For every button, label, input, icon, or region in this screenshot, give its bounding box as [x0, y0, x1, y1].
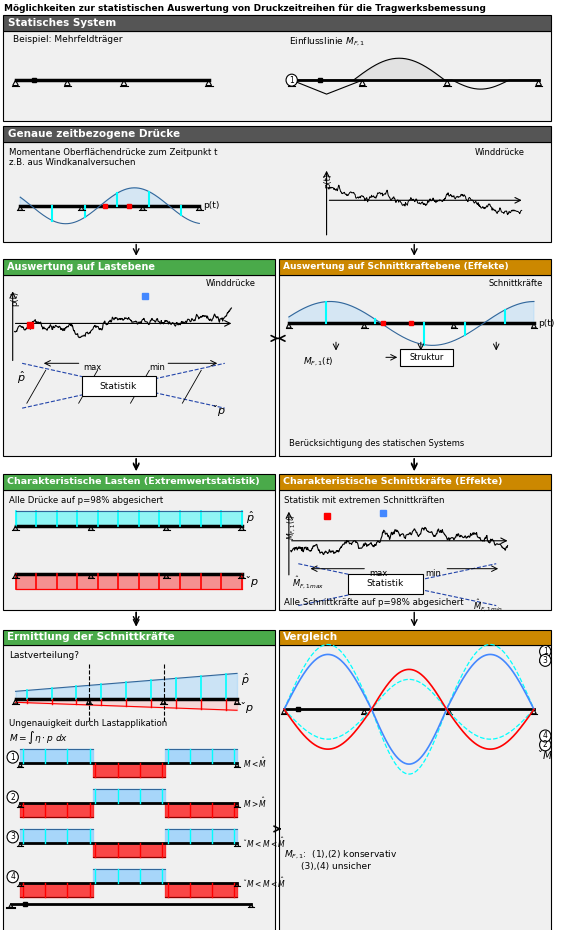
- Circle shape: [7, 791, 18, 803]
- Bar: [4, 629, 275, 645]
- Text: (3),(4) unsicher: (3),(4) unsicher: [301, 862, 371, 870]
- Bar: [280, 645, 551, 931]
- Text: 2: 2: [11, 792, 15, 802]
- Circle shape: [539, 645, 551, 657]
- Bar: [280, 474, 551, 490]
- Circle shape: [7, 870, 18, 883]
- Text: $\check{p}$: $\check{p}$: [246, 574, 259, 589]
- Bar: [4, 142, 551, 242]
- Text: Alle Drücke auf p=98% abgesichert: Alle Drücke auf p=98% abgesichert: [9, 496, 163, 505]
- Bar: [280, 259, 551, 275]
- Text: $\hat{p}$: $\hat{p}$: [241, 671, 249, 688]
- Text: $\check{p}$: $\check{p}$: [241, 700, 254, 715]
- FancyBboxPatch shape: [348, 573, 423, 594]
- Text: Möglichkeiten zur statistischen Auswertung von Druckzeitreihen für die Tragwerks: Möglichkeiten zur statistischen Auswertu…: [4, 5, 486, 13]
- Text: $\check{p}$: $\check{p}$: [214, 403, 226, 418]
- FancyBboxPatch shape: [400, 349, 453, 366]
- Text: Winddrücke: Winddrücke: [206, 278, 256, 288]
- Text: p(t): p(t): [538, 319, 554, 328]
- Polygon shape: [8, 904, 13, 908]
- Text: $M=\int\eta\cdot p\ dx$: $M=\int\eta\cdot p\ dx$: [9, 729, 68, 746]
- Bar: [4, 490, 275, 610]
- Text: Statistik mit extremen Schnittkräften: Statistik mit extremen Schnittkräften: [284, 496, 445, 505]
- Text: min: min: [425, 569, 442, 578]
- Text: $M_{F,1}$:  (1),(2) konservativ: $M_{F,1}$: (1),(2) konservativ: [284, 849, 397, 861]
- Text: 1: 1: [11, 752, 15, 762]
- Text: 2: 2: [543, 740, 548, 749]
- Text: Ermittlung der Schnittkräfte: Ermittlung der Schnittkräfte: [7, 632, 175, 642]
- Circle shape: [286, 74, 297, 87]
- Bar: [280, 275, 551, 456]
- Circle shape: [7, 830, 18, 843]
- Circle shape: [7, 751, 18, 763]
- Text: min: min: [149, 363, 165, 372]
- Bar: [280, 629, 551, 645]
- Bar: [280, 490, 551, 610]
- Text: Statistik: Statistik: [99, 382, 137, 391]
- Text: Lastverteilung?: Lastverteilung?: [9, 652, 79, 660]
- Bar: [4, 32, 551, 121]
- Bar: [4, 259, 275, 275]
- Text: Auswertung auf Lastebene: Auswertung auf Lastebene: [7, 262, 155, 272]
- Text: Charakteristische Schnittkräfte (Effekte): Charakteristische Schnittkräfte (Effekte…: [283, 478, 503, 487]
- Bar: [4, 15, 551, 32]
- Circle shape: [539, 730, 551, 742]
- Text: Ungenauigkeit durch Lastapplikation: Ungenauigkeit durch Lastapplikation: [9, 720, 167, 728]
- Text: p(t): p(t): [324, 173, 333, 188]
- Text: Schnittkräfte: Schnittkräfte: [489, 278, 543, 288]
- Bar: [4, 126, 551, 142]
- FancyBboxPatch shape: [81, 376, 156, 397]
- Text: $\hat{M}$: $\hat{M}$: [538, 649, 548, 666]
- Text: $\hat{M}_{F,1min}$: $\hat{M}_{F,1min}$: [473, 598, 503, 614]
- Bar: [4, 474, 275, 490]
- Text: Einflusslinie $M_{F,1}$: Einflusslinie $M_{F,1}$: [289, 35, 365, 47]
- Text: 3: 3: [543, 655, 548, 665]
- Text: 4: 4: [543, 732, 548, 740]
- Circle shape: [539, 654, 551, 667]
- Text: Auswertung auf Schnittkraftebene (Effekte): Auswertung auf Schnittkraftebene (Effekt…: [283, 263, 509, 271]
- Text: Beispiel: Mehrfeldträger: Beispiel: Mehrfeldträger: [13, 35, 122, 45]
- Text: max: max: [369, 569, 387, 578]
- Text: Momentane Oberflächendrücke zum Zeitpunkt t: Momentane Oberflächendrücke zum Zeitpunk…: [9, 148, 218, 157]
- Text: $\check{M} < M < \hat{M}$: $\check{M} < M < \hat{M}$: [243, 875, 286, 890]
- Bar: [4, 275, 275, 456]
- Text: $M > \hat{M}$: $M > \hat{M}$: [243, 796, 267, 810]
- Text: Charakteristische Lasten (Extremwertstatistik): Charakteristische Lasten (Extremwertstat…: [7, 478, 260, 487]
- Text: z.B. aus Windkanalversuchen: z.B. aus Windkanalversuchen: [9, 158, 136, 167]
- Text: Genaue zeitbezogene Drücke: Genaue zeitbezogene Drücke: [8, 129, 180, 139]
- Text: $\check{M} < M < \hat{M}$: $\check{M} < M < \hat{M}$: [243, 836, 286, 850]
- Text: $M < \hat{M}$: $M < \hat{M}$: [243, 756, 267, 770]
- Text: 4: 4: [11, 872, 15, 882]
- Text: p(t): p(t): [203, 201, 219, 210]
- Text: Statisches System: Statisches System: [8, 19, 116, 28]
- Text: Struktur: Struktur: [410, 353, 443, 362]
- Text: 3: 3: [11, 832, 15, 842]
- Text: Statistik: Statistik: [366, 579, 404, 588]
- Text: $\check{M}$: $\check{M}$: [538, 748, 553, 761]
- Circle shape: [539, 739, 551, 750]
- Text: p(t): p(t): [10, 290, 19, 305]
- Text: $M_{F,1}(t)$: $M_{F,1}(t)$: [303, 356, 333, 368]
- Text: Berücksichtigung des statischen Systems: Berücksichtigung des statischen Systems: [289, 439, 464, 448]
- Text: $\hat{M}_{F,1max}$: $\hat{M}_{F,1max}$: [292, 573, 324, 589]
- Text: Vergleich: Vergleich: [283, 632, 338, 642]
- Text: $\hat{p}$: $\hat{p}$: [246, 509, 254, 526]
- Text: 1: 1: [290, 75, 294, 85]
- Text: $M_{F,1}(t)$: $M_{F,1}(t)$: [286, 514, 298, 540]
- Bar: [4, 645, 275, 931]
- Text: Winddrücke: Winddrücke: [474, 148, 525, 157]
- Text: max: max: [84, 363, 102, 372]
- Text: Alle Schnittkräfte auf p=98% abgesichert: Alle Schnittkräfte auf p=98% abgesichert: [284, 598, 464, 607]
- Text: 1: 1: [543, 647, 548, 656]
- Text: $\hat{p}$: $\hat{p}$: [18, 370, 26, 386]
